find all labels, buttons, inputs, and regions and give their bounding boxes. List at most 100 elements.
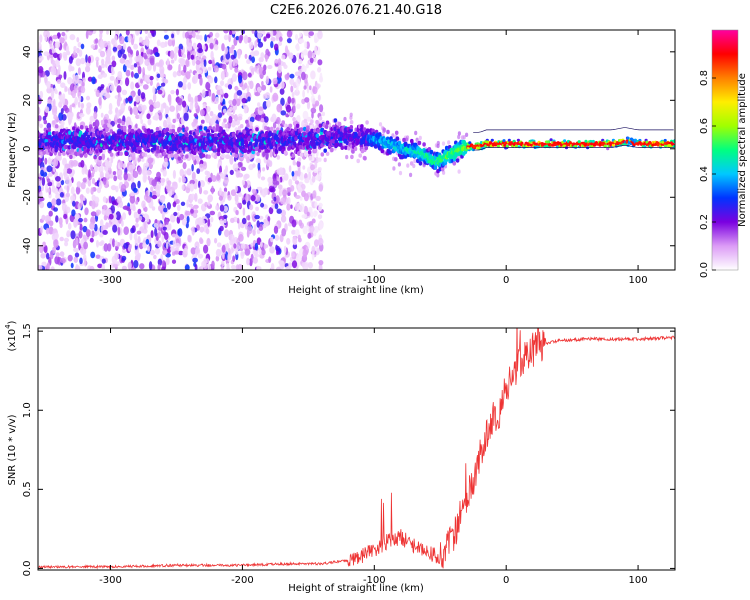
heatmap-cell: [116, 111, 120, 119]
heatmap-cell: [187, 93, 192, 103]
heatmap-cell: [54, 124, 59, 129]
heatmap-cell: [313, 144, 317, 149]
heatmap-cell: [206, 237, 211, 247]
heatmap-cell: [380, 148, 385, 154]
heatmap-cell: [137, 208, 142, 215]
heatmap-cell: [145, 195, 152, 203]
heatmap-cell: [206, 106, 211, 112]
heatmap-cell: [96, 59, 99, 68]
heatmap-cell: [82, 140, 86, 146]
heatmap-cell: [299, 152, 304, 157]
heatmap-cell: [161, 77, 167, 83]
heatmap-cell: [185, 154, 189, 159]
heatmap-cell: [312, 52, 316, 58]
heatmap-cell: [307, 150, 312, 155]
heatmap-cell: [250, 154, 255, 159]
heatmap-cell: [227, 84, 233, 90]
heatmap-cell: [306, 125, 310, 130]
heatmap-cell: [154, 112, 159, 121]
heatmap-cell: [190, 54, 195, 60]
heatmap-cell: [292, 236, 298, 246]
heatmap-cell: [94, 231, 98, 237]
heatmap-cell: [208, 125, 212, 131]
heatmap-cell: [78, 95, 82, 102]
heatmap-cell: [87, 55, 91, 64]
heatmap-cell: [172, 181, 178, 190]
heatmap-cell: [46, 262, 51, 270]
heatmap-cell: [162, 169, 167, 177]
heatmap-cell: [265, 54, 268, 62]
heatmap-cell: [89, 150, 93, 155]
heatmap-cell: [388, 150, 392, 155]
heatmap-cell: [404, 142, 408, 147]
heatmap-cell: [117, 123, 121, 129]
heatmap-cell: [223, 92, 229, 99]
heatmap-cell: [307, 232, 312, 239]
heatmap-cell: [291, 91, 295, 98]
heatmap-cell: [98, 65, 102, 73]
heatmap-cell: [317, 94, 321, 102]
heatmap-cell: [163, 119, 167, 128]
heatmap-cell: [278, 188, 283, 197]
heatmap-cell: [185, 59, 190, 67]
heatmap-cell: [195, 157, 200, 162]
heatmap-cell: [168, 191, 172, 196]
heatmap-cell: [311, 245, 316, 255]
heatmap-cell: [67, 112, 73, 120]
heatmap-cell: [302, 30, 308, 33]
heatmap-cell: [38, 264, 43, 270]
heatmap-cell: [234, 146, 238, 151]
heatmap-cell: [175, 199, 180, 204]
heatmap-cell: [83, 241, 88, 250]
heatmap-cell: [271, 113, 277, 123]
heatmap-cell: [357, 131, 362, 137]
heatmap-cell: [313, 210, 317, 218]
heatmap-cell: [302, 89, 305, 98]
heatmap-cell: [135, 199, 139, 205]
heatmap-cell: [197, 69, 203, 74]
heatmap-cell: [171, 33, 175, 39]
heatmap-cell: [77, 67, 81, 76]
heatmap-cell: [116, 196, 122, 204]
heatmap-cell: [258, 106, 265, 111]
heatmap-cell: [263, 116, 269, 123]
heatmap-cell: [61, 202, 67, 212]
heatmap-cell: [80, 57, 86, 65]
heatmap-cell: [46, 122, 52, 130]
heatmap-cell: [132, 105, 138, 115]
heatmap-cell: [120, 184, 127, 192]
heatmap-cell: [100, 112, 104, 118]
heatmap-cell: [205, 228, 210, 235]
heatmap-cell: [162, 151, 166, 156]
heatmap-cell: [176, 204, 181, 212]
heatmap-cell: [260, 241, 263, 248]
heatmap-cell: [52, 52, 59, 59]
heatmap-cell: [289, 73, 295, 79]
heatmap-cell: [125, 69, 131, 77]
heatmap-cell: [409, 161, 414, 166]
heatmap-cell: [201, 153, 206, 158]
heatmap-cell: [318, 221, 324, 230]
heatmap-cell: [141, 200, 146, 209]
heatmap-cell: [249, 80, 254, 90]
heatmap-cell: [589, 139, 593, 143]
heatmap-cell: [194, 95, 199, 103]
heatmap-cell: [318, 157, 322, 162]
heatmap-cell: [129, 243, 132, 249]
heatmap-cell: [55, 193, 61, 200]
heatmap-cell: [149, 30, 155, 34]
heatmap-cell: [293, 104, 296, 113]
heatmap-cell: [122, 43, 127, 50]
heatmap-cell: [111, 60, 117, 68]
heatmap-cell: [62, 151, 66, 156]
heatmap-cell: [216, 85, 222, 90]
heatmap-cell: [176, 70, 182, 77]
heatmap-cell: [63, 71, 67, 80]
heatmap-cell: [237, 192, 242, 198]
heatmap-cell: [505, 144, 509, 148]
heatmap-cell: [85, 187, 90, 194]
heatmap-cell: [162, 226, 167, 231]
heatmap-cell: [124, 60, 129, 66]
heatmap-cell: [182, 100, 187, 108]
heatmap-cell: [43, 245, 48, 253]
